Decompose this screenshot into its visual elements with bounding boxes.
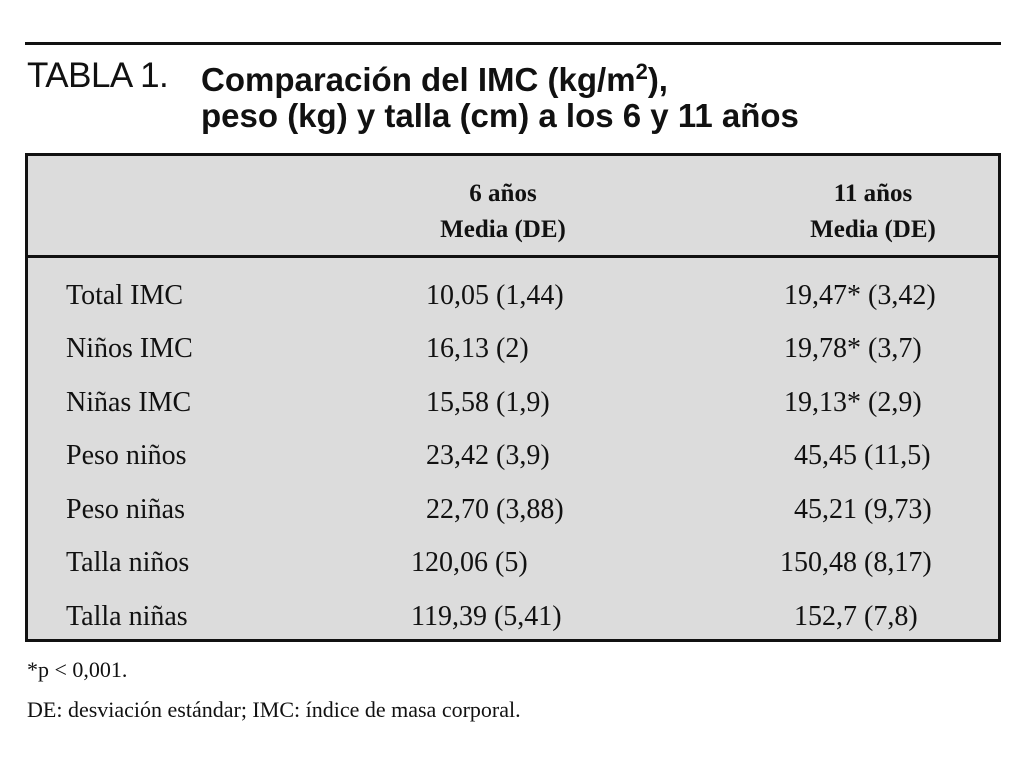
header-stat: Media (DE)	[440, 216, 566, 243]
row-label: Peso niños	[66, 440, 187, 471]
table-row: Talla niñas 119,39 (5,41) 152,7 (7,8)	[28, 590, 998, 643]
title-line1-end: ),	[647, 61, 668, 98]
row-label: Niñas IMC	[66, 387, 192, 418]
title-line2: peso (kg) y talla (cm) a los 6 y 11 años	[201, 97, 799, 134]
table-title: Comparación del IMC (kg/m2), peso (kg) y…	[201, 54, 799, 134]
table-row: Talla niños 120,06 (5) 150,48 (8,17)	[28, 536, 998, 589]
table-row: Niños IMC 16,13 (2) 19,78* (3,7)	[28, 322, 998, 375]
value-11-years: 19,78* (3,7)	[784, 333, 922, 364]
value-11-years: 45,45 (11,5)	[794, 440, 931, 471]
value-6-years: 23,42 (3,9)	[426, 440, 550, 471]
value-11-years: 19,47* (3,42)	[784, 280, 936, 311]
table-row: Peso niños 23,42 (3,9) 45,45 (11,5)	[28, 429, 998, 482]
row-label: Talla niñas	[66, 601, 188, 632]
row-label: Talla niños	[66, 547, 190, 578]
header-11-years: 11 años Media (DE)	[778, 176, 968, 248]
value-6-years: 22,70 (3,88)	[426, 494, 564, 525]
footnote-abbreviations: DE: desviación estándar; IMC: índice de …	[27, 697, 521, 722]
top-rule	[25, 42, 1001, 45]
data-table: 6 años Media (DE) 11 años Media (DE) Tot…	[25, 153, 1001, 642]
table-row: Total IMC 10,05 (1,44) 19,47* (3,42)	[28, 269, 998, 322]
header-age: 6 años	[469, 180, 537, 207]
header-6-years: 6 años Media (DE)	[408, 176, 598, 248]
value-6-years: 15,58 (1,9)	[426, 387, 550, 418]
value-11-years: 45,21 (9,73)	[794, 494, 932, 525]
footnote-significance: *p < 0,001.	[27, 657, 128, 682]
table-row: Niñas IMC 15,58 (1,9) 19,13* (2,9)	[28, 376, 998, 429]
value-6-years: 16,13 (2)	[426, 333, 529, 364]
value-6-years: 10,05 (1,44)	[426, 280, 564, 311]
value-11-years: 152,7 (7,8)	[794, 601, 918, 632]
row-label: Total IMC	[66, 280, 184, 311]
title-line1: Comparación del IMC (kg/m	[201, 61, 636, 98]
header-stat: Media (DE)	[810, 216, 936, 243]
header-age: 11 años	[833, 180, 913, 207]
value-6-years: 119,39 (5,41)	[411, 601, 562, 632]
title-superscript: 2	[635, 59, 648, 84]
row-label: Peso niñas	[66, 494, 185, 525]
table-header: 6 años Media (DE) 11 años Media (DE)	[28, 156, 998, 258]
row-label: Niños IMC	[66, 333, 193, 364]
table-row: Peso niñas 22,70 (3,88) 45,21 (9,73)	[28, 483, 998, 536]
value-11-years: 19,13* (2,9)	[784, 387, 922, 418]
value-11-years: 150,48 (8,17)	[780, 547, 932, 578]
table-label: TABLA 1.	[27, 56, 169, 95]
value-6-years: 120,06 (5)	[411, 547, 528, 578]
